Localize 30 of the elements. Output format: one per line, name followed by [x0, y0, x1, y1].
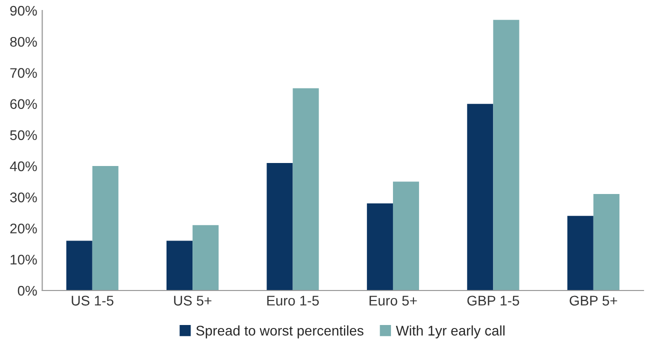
x-tick-label: GBP 1-5 [467, 296, 520, 306]
y-tick-label: 20% [10, 224, 37, 234]
bar [467, 104, 494, 290]
bar [567, 216, 594, 290]
x-tick-label: Euro 5+ [370, 296, 417, 306]
y-tick-label: 40% [10, 161, 37, 172]
bar [493, 20, 520, 290]
bar [292, 88, 319, 290]
y-tick-label: 80% [10, 36, 37, 47]
bar [92, 166, 118, 290]
y-tick-label: 0% [18, 286, 37, 296]
y-tick-label: 30% [10, 192, 37, 202]
x-tick-label: US 1-5 [72, 296, 114, 306]
x-tick-label: US 5+ [174, 296, 212, 306]
bar [392, 182, 420, 290]
y-tick-label: 70% [10, 68, 37, 78]
y-tick-label: 10% [10, 254, 37, 265]
y-tick-label: 50% [10, 130, 37, 140]
y-tick-label: 90% [10, 6, 37, 16]
x-tick-label: GBP 5+ [570, 296, 618, 306]
x-tick-label: Euro 1-5 [267, 296, 319, 306]
bar [266, 162, 293, 290]
bar [366, 203, 393, 290]
bar [66, 240, 92, 290]
bar [166, 240, 193, 290]
bar [192, 225, 219, 290]
bar [593, 194, 620, 290]
y-tick-label: 60% [10, 99, 37, 110]
legend-label: With 1yr early call [396, 325, 504, 338]
legend-label: Spread to worst percentiles [196, 325, 364, 338]
